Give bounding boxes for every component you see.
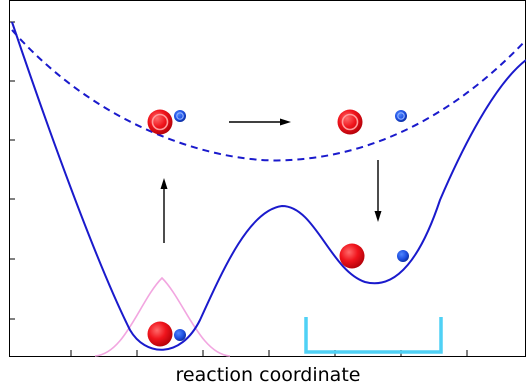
arrow-down-head (374, 211, 382, 222)
heavy-atom-excited (337, 109, 363, 135)
excited-state-curve (11, 29, 526, 162)
light-atom-ring (397, 112, 405, 120)
ground-state-curve (11, 21, 526, 351)
heavy-atom-ring (341, 113, 359, 131)
heavy-atom-excited (147, 109, 173, 135)
arrow-right-head (280, 118, 291, 126)
arrow-up-head (160, 178, 168, 189)
molecule-excited-left (147, 109, 186, 135)
heavy-atom-ring (151, 113, 169, 131)
light-atom (397, 250, 409, 262)
heavy-atom (147, 321, 173, 347)
molecule-ground-left (147, 321, 186, 347)
molecule-excited-right (337, 109, 407, 135)
heavy-atom (339, 243, 365, 269)
y-ticks (9, 21, 15, 320)
molecule-ground-right (339, 243, 409, 269)
light-atom-excited (174, 110, 186, 122)
square-well (304, 317, 443, 354)
wavepacket-curve (94, 276, 231, 357)
light-atom-excited (395, 110, 407, 122)
light-atom-ring (176, 112, 184, 120)
plot-frame (9, 0, 526, 357)
light-atom (174, 329, 186, 341)
x-axis-label: reaction coordinate (176, 364, 361, 385)
arrows (160, 118, 382, 243)
